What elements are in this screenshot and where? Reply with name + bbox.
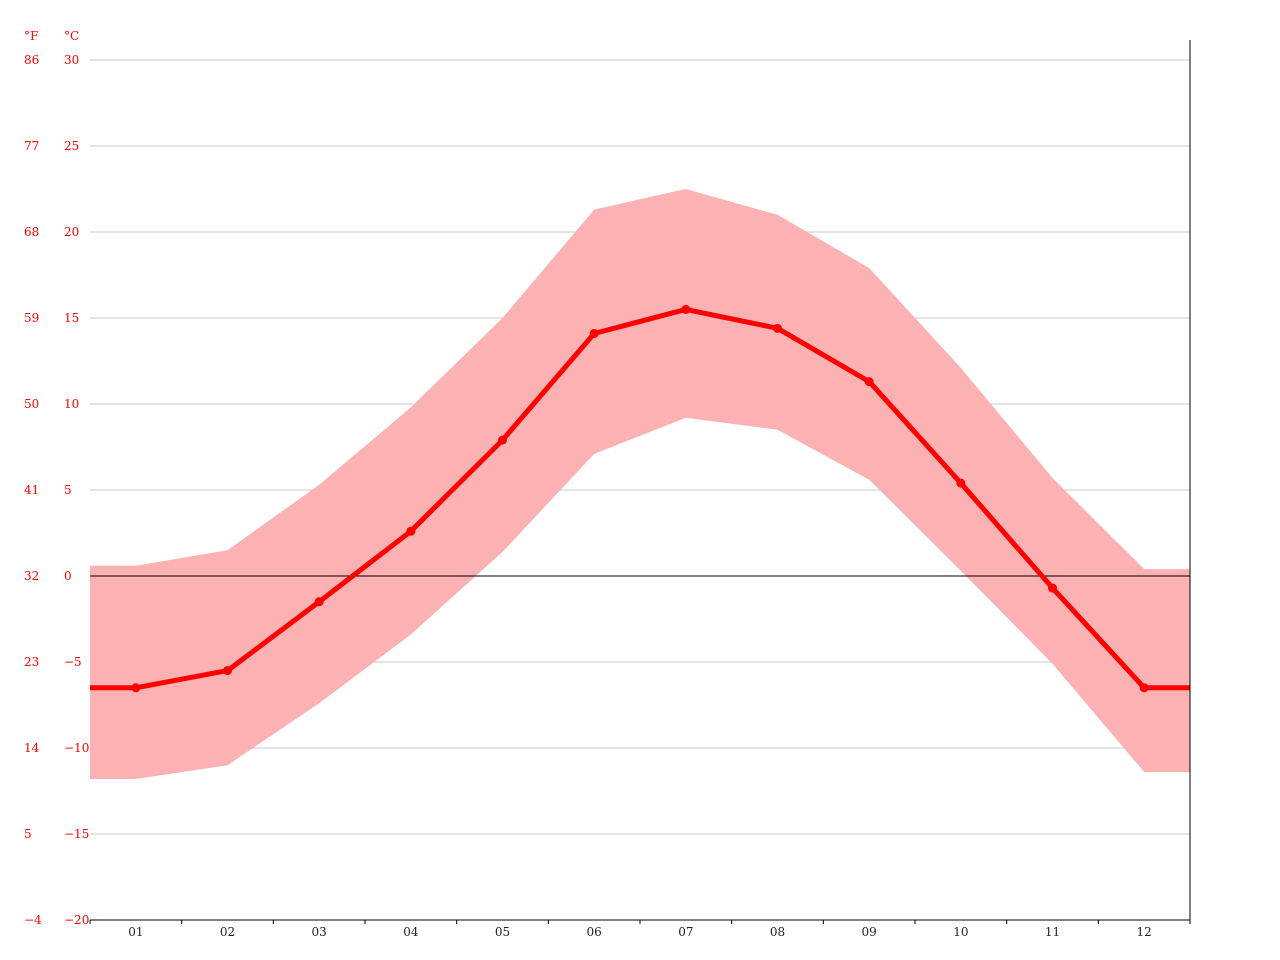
- y-tick-celsius: −20: [64, 913, 89, 927]
- y-tick-celsius: 25: [64, 139, 79, 153]
- x-tick-label: 05: [495, 925, 510, 939]
- y-tick-celsius: 20: [64, 225, 79, 239]
- x-tick-label: 02: [220, 925, 235, 939]
- data-point: [1139, 683, 1149, 693]
- average-temperature-line: [90, 306, 1190, 691]
- y-tick-celsius: −5: [64, 655, 82, 669]
- data-point: [681, 304, 691, 314]
- y-tick-celsius: 0: [64, 569, 72, 583]
- y-tick-celsius: 30: [64, 53, 79, 67]
- x-tick-label: 06: [587, 925, 602, 939]
- y-tick-fahrenheit: 32: [24, 569, 39, 583]
- x-tick-label: 12: [1137, 925, 1152, 939]
- x-tick-label: 11: [1045, 925, 1060, 939]
- x-tick-label: 07: [678, 925, 693, 939]
- x-tick-label: 10: [953, 925, 968, 939]
- data-point: [131, 683, 141, 693]
- data-point: [589, 328, 599, 338]
- celsius-unit-label: °C: [64, 29, 79, 43]
- data-point: [864, 377, 874, 387]
- y-tick-celsius: 5: [64, 483, 72, 497]
- y-tick-fahrenheit: 68: [24, 225, 39, 239]
- y-tick-celsius: −10: [64, 741, 89, 755]
- y-tick-fahrenheit: 50: [24, 397, 39, 411]
- y-tick-fahrenheit: 23: [24, 655, 39, 669]
- x-tick-label: 03: [312, 925, 327, 939]
- x-tick-label: 04: [403, 925, 419, 939]
- x-axis-ticks: 01 02 03 04 05 06 07 08 09 10 11 12: [89, 920, 1191, 939]
- y-tick-celsius: −15: [64, 827, 89, 841]
- data-point: [956, 478, 966, 488]
- data-point: [498, 435, 507, 445]
- y-tick-celsius: 15: [64, 311, 79, 325]
- y-tick-fahrenheit: −4: [24, 913, 42, 927]
- y-tick-fahrenheit: 14: [24, 741, 40, 755]
- data-point: [314, 597, 324, 607]
- x-tick-label: 01: [128, 925, 143, 939]
- y-tick-fahrenheit: 77: [24, 139, 39, 153]
- x-tick-label: 08: [770, 925, 785, 939]
- data-point: [406, 526, 416, 536]
- y-tick-fahrenheit: 41: [24, 483, 39, 497]
- min-max-temperature-band: [90, 189, 1190, 779]
- x-tick-label: 09: [862, 925, 877, 939]
- y-tick-fahrenheit: 86: [24, 53, 39, 67]
- y-tick-fahrenheit: 59: [24, 311, 39, 325]
- y-tick-fahrenheit: 5: [24, 827, 32, 841]
- data-point: [223, 666, 232, 676]
- fahrenheit-unit-label: °F: [24, 29, 38, 43]
- y-tick-celsius: 10: [64, 397, 79, 411]
- y-axis-labels: 86 30 77 25 68 20 59 15 50 10 41 5 32 0 23 −5 14 −10 5 −15 −…: [24, 53, 89, 927]
- average-temperature-points: [131, 304, 1149, 693]
- data-point: [1048, 583, 1057, 593]
- data-point: [773, 323, 782, 333]
